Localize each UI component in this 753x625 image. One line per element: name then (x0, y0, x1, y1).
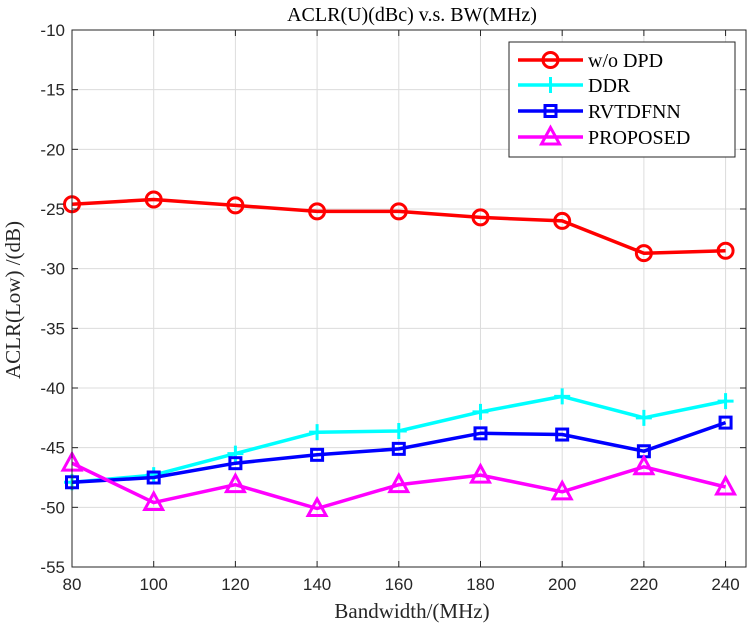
data-point-plus (717, 393, 734, 410)
data-point-plus (635, 409, 652, 426)
data-point-circle (471, 208, 490, 227)
y-tick-label: -15 (40, 81, 65, 100)
y-tick-label: -35 (40, 319, 65, 338)
y-tick-label: -10 (40, 21, 65, 40)
legend-entry: DDR (518, 75, 631, 97)
data-point-circle (308, 202, 327, 221)
series-w-o-dpd (63, 190, 735, 263)
x-tick-label: 160 (385, 575, 413, 594)
data-point-circle (226, 196, 245, 215)
data-point-square (473, 426, 488, 441)
y-tick-label: -55 (40, 558, 65, 577)
y-tick-label: -40 (40, 379, 65, 398)
data-point-circle (553, 211, 572, 230)
data-point-circle (144, 190, 163, 209)
data-point-square (718, 415, 733, 430)
y-tick-label: -50 (40, 498, 65, 517)
legend-entry: RVTDFNN (518, 101, 681, 123)
y-tick-label: -25 (40, 200, 65, 219)
data-point-square (310, 447, 325, 462)
legend-marker-triangle (538, 124, 563, 146)
x-tick-label: 140 (303, 575, 331, 594)
data-point-plus (390, 422, 407, 439)
x-tick-label: 200 (548, 575, 576, 594)
x-tick-label: 100 (140, 575, 168, 594)
x-tick-label: 240 (711, 575, 739, 594)
data-point-triangle (632, 454, 656, 476)
series-line (71, 420, 727, 485)
legend-marker-plus (542, 77, 559, 93)
legend-label: w/o DPD (588, 50, 663, 72)
x-tick-label: 120 (221, 575, 249, 594)
legend: w/o DPD DDR RVTDFNN PROPOSED (508, 41, 736, 158)
legend-label: DDR (588, 75, 631, 97)
data-point-square (391, 441, 406, 456)
series-layer (60, 190, 738, 518)
axes-frame (71, 29, 747, 568)
data-point-circle (634, 244, 653, 263)
data-point-triangle (223, 472, 247, 494)
legend-entry: w/o DPD (518, 50, 663, 72)
x-tick-label: 220 (630, 575, 658, 594)
legend-marker-square (543, 104, 558, 118)
data-point-triangle (550, 479, 574, 501)
data-point-square (555, 427, 570, 442)
x-tick-label: 80 (63, 575, 82, 594)
y-axis-label: ACLR(Low) /(dB) (1, 221, 25, 379)
legend-label: PROPOSED (588, 127, 690, 149)
data-point-triangle (142, 489, 166, 512)
data-point-triangle (468, 462, 493, 484)
series-line (71, 461, 727, 511)
y-tick-label: -20 (40, 140, 65, 159)
data-point-triangle (714, 474, 738, 496)
data-point-plus (309, 424, 326, 441)
axis-ticks: 80 100 120 140 160 180 200 220 240 -10 -15 -20 -25 -3… (40, 21, 746, 594)
y-tick-label: -30 (40, 260, 65, 279)
data-point-square (146, 470, 161, 485)
x-tick-label: 180 (466, 575, 494, 594)
data-point-circle (716, 241, 735, 260)
data-point-triangle (305, 495, 329, 518)
legend-marker-circle (541, 51, 560, 69)
chart-title: ACLR(U)(dBc) v.s. BW(MHz) (287, 4, 537, 26)
data-point-square (228, 456, 243, 471)
legend-label: RVTDFNN (588, 101, 681, 123)
series-line (71, 197, 726, 255)
data-point-triangle (387, 472, 411, 494)
data-point-plus (554, 388, 571, 405)
y-tick-label: -45 (40, 439, 65, 458)
legend-entry: PROPOSED (518, 124, 690, 149)
data-point-plus (472, 403, 489, 420)
series-proposed (60, 450, 738, 518)
x-axis-label: Bandwidth/(MHz) (334, 599, 489, 623)
series-rvtdfnn (65, 415, 733, 490)
data-point-circle (389, 202, 408, 221)
